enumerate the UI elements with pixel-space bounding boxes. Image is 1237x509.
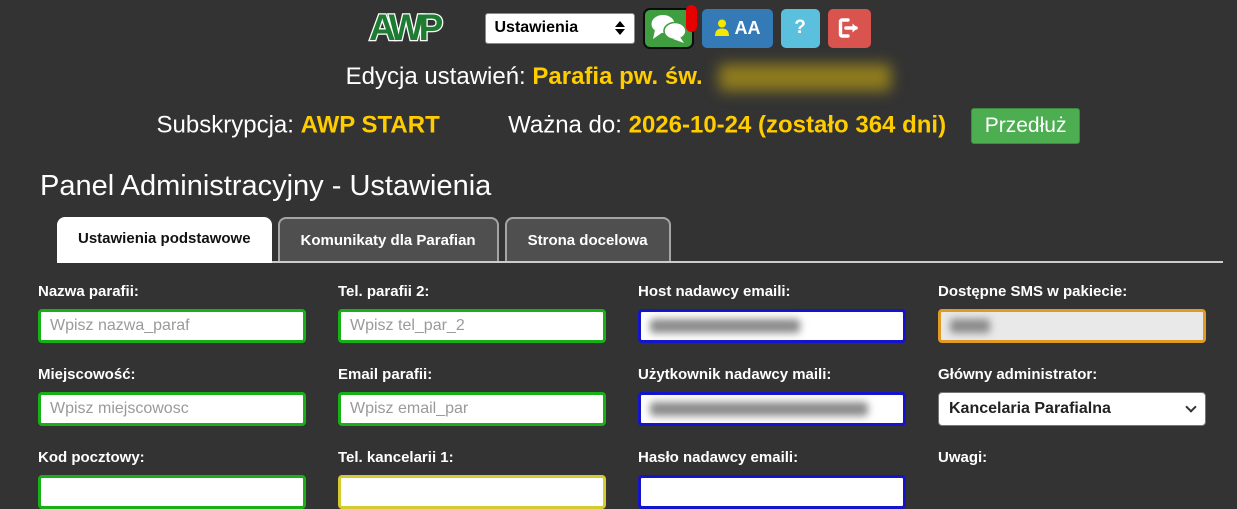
logout-button[interactable] xyxy=(827,8,871,48)
miejscowosc-input[interactable] xyxy=(38,392,306,427)
tab-ustawienia-podstawowe[interactable]: Ustawienia podstawowe xyxy=(57,217,272,264)
select-value: Kancelaria Parafialna xyxy=(949,400,1111,418)
subscription-line: Subskrypcja: AWP START Ważna do: 2026-10… xyxy=(0,108,1237,145)
redacted-value xyxy=(950,319,990,334)
chat-bubbles-icon xyxy=(651,15,687,43)
field-label: Nazwa parafii: xyxy=(38,283,139,301)
field-label: Miejscowość: xyxy=(38,366,136,384)
field-dostepne-sms: Dostępne SMS w pakiecie: xyxy=(938,283,1206,344)
field-nazwa-parafii: Nazwa parafii: xyxy=(38,283,306,344)
field-label: Tel. kancelarii 1: xyxy=(338,449,454,467)
awp-logo-image: AWP xyxy=(367,6,448,49)
field-kod-pocztowy: Kod pocztowy: xyxy=(38,449,306,509)
tel-parafii-2-input[interactable] xyxy=(338,309,606,344)
tel-kancelarii-1-input[interactable] xyxy=(338,475,606,509)
person-icon xyxy=(714,19,729,36)
tab-komunikaty-dla-parafian[interactable]: Komunikaty dla Parafian xyxy=(277,217,499,262)
awp-logo: AWP xyxy=(367,6,463,50)
field-tel-kancelarii-1: Tel. kancelarii 1: xyxy=(338,449,606,509)
host-nadawcy-input[interactable] xyxy=(638,309,906,344)
page-nav-select[interactable]: Ustawienia xyxy=(484,12,635,44)
edit-settings-line: Edycja ustawień: Parafia pw. św. xyxy=(0,63,1237,92)
nav-select-value: Ustawienia xyxy=(494,19,579,36)
field-label: Host nadawcy emaili: xyxy=(638,283,791,301)
email-parafii-input[interactable] xyxy=(338,392,606,427)
field-label: Email parafii: xyxy=(338,366,433,384)
help-button[interactable]: ? xyxy=(780,8,820,48)
field-label: Uwagi: xyxy=(938,449,988,467)
top-toolbar: AWP Ustawienia AA ? xyxy=(0,0,1237,50)
dostepne-sms-input xyxy=(938,309,1206,344)
field-miejscowosc: Miejscowość: xyxy=(38,366,306,427)
field-uwagi: Uwagi: xyxy=(938,449,1206,509)
messages-button[interactable] xyxy=(642,4,697,49)
field-label: Główny administrator: xyxy=(938,366,1098,384)
question-mark-icon: ? xyxy=(794,17,806,38)
haslo-nadawcy-input[interactable] xyxy=(638,475,906,509)
field-label: Użytkownik nadawcy maili: xyxy=(638,366,832,384)
svg-text:AWP: AWP xyxy=(369,7,443,48)
subscription-label: Subskrypcja: xyxy=(156,111,294,139)
uzytkownik-nadawcy-input[interactable] xyxy=(638,392,906,427)
field-tel-parafii-2: Tel. parafii 2: xyxy=(338,283,606,344)
field-uzytkownik-nadawcy: Użytkownik nadawcy maili: xyxy=(638,366,906,427)
redacted-value xyxy=(650,319,800,334)
field-host-nadawcy-emaili: Host nadawcy emaili: xyxy=(638,283,906,344)
redacted-value xyxy=(650,402,868,417)
settings-form: Nazwa parafii: Tel. parafii 2: Host nada… xyxy=(38,283,1237,509)
parish-name-redacted xyxy=(719,64,892,92)
field-label: Hasło nadawcy emaili: xyxy=(638,449,799,467)
field-glowny-administrator: Główny administrator: Kancelaria Parafia… xyxy=(938,366,1206,427)
nazwa-parafii-input[interactable] xyxy=(38,309,306,344)
select-updown-icon xyxy=(614,21,625,35)
page-title: Panel Administracyjny - Ustawienia xyxy=(40,170,492,203)
notification-badge xyxy=(685,4,697,32)
tab-bar: Ustawienia podstawowe Komunikaty dla Par… xyxy=(57,217,1223,264)
glowny-administrator-select[interactable]: Kancelaria Parafialna xyxy=(938,392,1206,427)
extend-subscription-button[interactable]: Przedłuż xyxy=(970,108,1081,145)
field-haslo-nadawcy: Hasło nadawcy emaili: xyxy=(638,449,906,509)
field-label: Dostępne SMS w pakiecie: xyxy=(938,283,1128,301)
kod-pocztowy-input[interactable] xyxy=(38,475,306,509)
edit-prefix: Edycja ustawień: xyxy=(345,63,526,90)
parish-name: Parafia pw. św. xyxy=(532,63,703,90)
sign-out-icon xyxy=(838,18,858,38)
profile-label: AA xyxy=(734,17,761,38)
tab-strona-docelowa[interactable]: Strona docelowa xyxy=(504,217,671,262)
field-label: Tel. parafii 2: xyxy=(338,283,430,301)
chevron-down-icon xyxy=(1185,401,1197,413)
profile-font-button[interactable]: AA xyxy=(701,8,773,48)
valid-until-label: Ważna do: xyxy=(508,111,622,139)
field-label: Kod pocztowy: xyxy=(38,449,145,467)
subscription-plan: AWP START xyxy=(300,111,440,139)
valid-until-value: 2026-10-24 (zostało 364 dni) xyxy=(628,111,947,139)
field-email-parafii: Email parafii: xyxy=(338,366,606,427)
